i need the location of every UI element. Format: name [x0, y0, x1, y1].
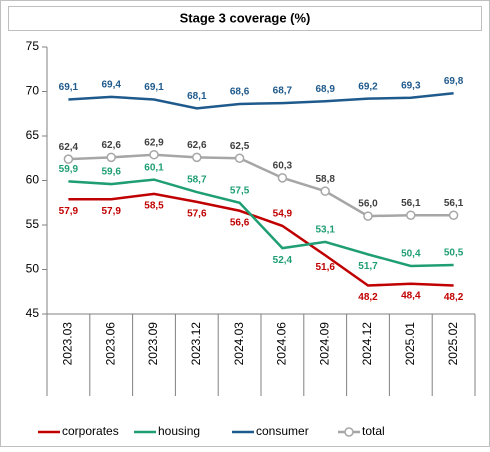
data-label: 57,9 — [101, 206, 121, 217]
data-label: 62,4 — [59, 142, 79, 153]
x-tick-label: 2023.12 — [189, 322, 203, 366]
y-tick-label: 45 — [26, 306, 40, 320]
series-line — [68, 92, 454, 110]
legend-label: corporates — [62, 424, 119, 438]
data-label: 69,2 — [358, 81, 378, 92]
x-tick-label: 2024.06 — [275, 322, 289, 366]
data-label: 60,3 — [273, 160, 293, 171]
data-label: 57,9 — [59, 206, 79, 217]
y-tick-label: 65 — [26, 128, 40, 142]
legend-marker — [344, 427, 354, 437]
point — [406, 210, 416, 220]
data-label: 54,9 — [273, 209, 293, 220]
data-label: 56,1 — [444, 198, 464, 209]
series-line — [68, 192, 454, 287]
data-label: 57,5 — [230, 185, 250, 196]
data-label: 69,8 — [444, 76, 464, 87]
point — [234, 153, 245, 163]
data-label: 58,8 — [315, 174, 335, 185]
point — [277, 173, 288, 183]
data-label: 69,3 — [401, 80, 421, 91]
data-label: 48,2 — [444, 292, 464, 303]
y-tick-label: 55 — [26, 217, 40, 231]
data-label: 60,1 — [144, 162, 164, 173]
data-label: 62,6 — [187, 140, 207, 151]
x-tick-label: 2024.12 — [360, 322, 374, 366]
series-line — [68, 178, 454, 268]
point — [363, 211, 373, 221]
data-label: 50,5 — [444, 248, 464, 259]
x-tick-label: 2025.02 — [446, 322, 460, 366]
data-label: 68,9 — [315, 84, 335, 95]
data-label: 56,1 — [401, 198, 421, 209]
point — [192, 152, 202, 163]
data-label: 62,6 — [101, 140, 121, 151]
legend-label: housing — [158, 424, 200, 438]
legend-label: total — [362, 424, 385, 438]
y-tick-label: 70 — [26, 84, 40, 98]
x-tick-label: 2024.09 — [317, 322, 331, 366]
data-label: 69,1 — [144, 82, 164, 93]
data-label: 58,5 — [144, 200, 164, 211]
data-label: 69,1 — [59, 82, 79, 93]
data-label: 53,1 — [315, 225, 335, 236]
data-label: 68,1 — [187, 91, 207, 102]
data-label: 57,6 — [187, 209, 207, 220]
y-tick-label: 75 — [26, 39, 40, 53]
x-tick-label: 2023.06 — [103, 322, 117, 366]
chart-title: Stage 3 coverage (%) — [180, 10, 311, 25]
data-label: 52,4 — [273, 255, 293, 266]
point — [320, 186, 330, 196]
point — [63, 154, 74, 164]
data-label: 68,6 — [230, 87, 250, 98]
x-tick-label: 2023.03 — [61, 322, 75, 366]
data-label: 56,0 — [358, 199, 378, 210]
data-label: 59,9 — [59, 164, 79, 175]
data-label: 58,7 — [187, 175, 207, 186]
x-tick-label: 2025.01 — [403, 322, 417, 366]
title-box — [8, 6, 482, 31]
point — [106, 152, 116, 163]
data-label: 51,6 — [315, 262, 335, 273]
data-label: 48,4 — [401, 290, 421, 301]
series-line — [68, 153, 454, 218]
data-label: 62,5 — [230, 141, 250, 152]
data-label: 62,9 — [144, 137, 164, 148]
data-label: 56,6 — [230, 217, 250, 228]
y-tick-label: 60 — [26, 173, 40, 187]
legend-label: consumer — [256, 424, 309, 438]
point — [448, 210, 459, 220]
data-label: 59,6 — [101, 167, 121, 178]
y-tick-label: 50 — [26, 262, 40, 276]
data-label: 51,7 — [358, 261, 378, 272]
point — [149, 149, 159, 160]
data-label: 68,7 — [273, 86, 293, 97]
data-label: 69,4 — [101, 79, 121, 90]
x-tick-label: 2024.03 — [232, 322, 246, 366]
data-label: 48,2 — [358, 292, 378, 303]
x-tick-label: 2023.09 — [146, 322, 160, 366]
data-label: 50,4 — [401, 249, 421, 260]
